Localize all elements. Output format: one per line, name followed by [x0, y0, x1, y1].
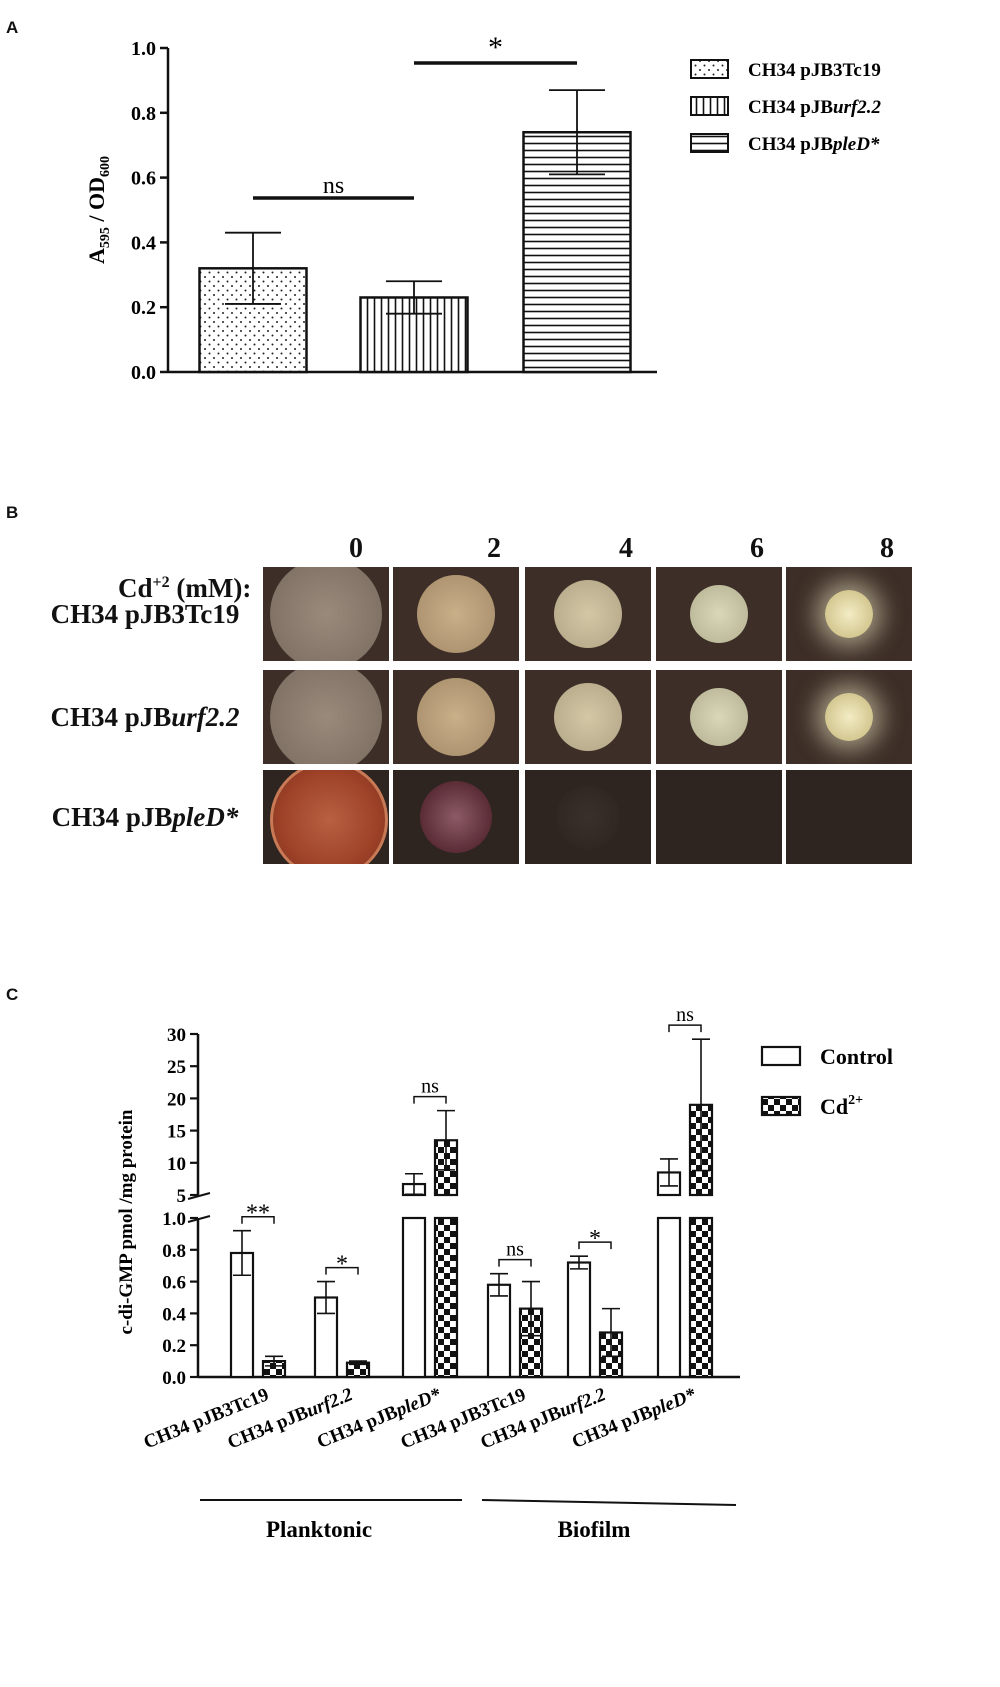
colony-spot-tile [263, 670, 389, 764]
significance-label: ** [246, 1201, 270, 1227]
colony-spot-tile [786, 770, 912, 864]
legend-swatch [690, 133, 729, 153]
colony-spot-tile [525, 567, 651, 661]
chart-c-legend: Control Cd2+ [760, 1044, 893, 1119]
panel-letter-b: B [6, 503, 19, 522]
y-tick-label: 15 [167, 1122, 186, 1143]
significance-label: ns [676, 1004, 694, 1026]
significance-bracket [413, 1095, 447, 1104]
legend-swatch [690, 96, 729, 116]
y-tick-label: 10 [167, 1154, 186, 1175]
chart-a-y-axis-label: A595 / OD600 [84, 156, 113, 264]
y-tick-label: 0.2 [131, 297, 156, 319]
group-label: Planktonic [266, 1517, 372, 1542]
colony-spot-tile [263, 770, 389, 864]
axis-break [187, 1192, 211, 1200]
legend-label: CH34 pJB3Tc19 [748, 60, 881, 81]
significance-bracket [668, 1024, 702, 1033]
colony-spot-tile [393, 770, 519, 864]
y-tick-label: 20 [167, 1089, 186, 1110]
significance-label: * [589, 1226, 601, 1252]
strain-label: CH34 pJBpleD* [51, 802, 239, 832]
legend-swatch [760, 1045, 802, 1067]
colony-spot-tile [656, 567, 782, 661]
significance-label: * [336, 1252, 348, 1278]
significance-bracket [241, 1215, 275, 1224]
colony-spot-tile [786, 567, 912, 661]
panel-letter-c: C [6, 985, 19, 1004]
concentration-label: 0 [349, 533, 363, 564]
bar [198, 267, 308, 374]
legend-label: CH34 pJBurf2.2 [748, 97, 882, 118]
colony-spot-tile [393, 670, 519, 764]
significance-bracket [498, 1258, 532, 1267]
group-label: Biofilm [558, 1517, 631, 1542]
cadmium-concentration-label: Cd+2 (mM): [118, 573, 252, 603]
colony-spot-tile [656, 670, 782, 764]
chart-c-y-axis-label: c-di-GMP pmol /mg protein [116, 1109, 137, 1334]
colony-spot-tile [525, 770, 651, 864]
y-tick-label: 5 [177, 1186, 187, 1207]
legend-label: CH34 pJBpleD* [748, 134, 880, 155]
concentration-label: 6 [750, 533, 764, 564]
concentration-label: 4 [619, 533, 633, 564]
strain-label: CH34 pJBurf2.2 [50, 702, 240, 732]
y-tick-label: 0.0 [162, 1368, 186, 1389]
colony-spot-tile [525, 670, 651, 764]
panel-letter-a: A [6, 18, 19, 37]
legend-label: Control [820, 1044, 893, 1069]
y-tick-label: 25 [167, 1057, 186, 1078]
bar [486, 1283, 512, 1379]
y-tick-label: 0.4 [131, 232, 156, 254]
significance-label: ns [323, 173, 344, 199]
y-tick-label: 0.6 [131, 168, 156, 190]
significance-label: ns [506, 1239, 524, 1261]
y-tick-label: 1.0 [131, 38, 156, 60]
legend-swatch [760, 1095, 802, 1117]
legend-swatch [690, 59, 729, 79]
colony-spot-tile [656, 770, 782, 864]
chart-c-axes: 0.0 0.2 0.4 0.6 0.8 1.05 10 15 20 25 30 [162, 1025, 740, 1389]
bar-lower-segment [656, 1216, 682, 1379]
significance-bracket [325, 1266, 359, 1275]
concentration-label: 8 [880, 533, 894, 564]
chart-a-significance: ns * [253, 31, 577, 200]
y-tick-label: 0.8 [162, 1241, 186, 1262]
colony-spot-tile [393, 567, 519, 661]
strain-label: CH34 pJB3Tc19 [50, 599, 240, 629]
chart-a-legend: CH34 pJB3Tc19 CH34 pJBurf2.2 CH34 pJBpleD* [690, 59, 882, 155]
y-tick-label: 0.2 [162, 1336, 186, 1357]
bar-lower-segment [688, 1216, 714, 1379]
bar-lower-segment [433, 1216, 459, 1379]
significance-label: ns [421, 1076, 439, 1098]
colony-spot-tile [263, 567, 389, 661]
group-line [481, 1499, 737, 1506]
y-tick-label: 30 [167, 1025, 186, 1046]
chart-c-bars [229, 1038, 714, 1379]
chart-c-groups: Planktonic Biofilm [200, 1499, 737, 1542]
bar-lower-segment [401, 1216, 427, 1379]
y-tick-label: 0.6 [162, 1273, 186, 1294]
axis-break [187, 1215, 211, 1223]
y-tick-label: 0.0 [131, 362, 156, 384]
y-tick-label: 1.0 [162, 1209, 186, 1230]
chart-a: 0.00.20.40.60.81.0 ns* CH34 pJB3Tc19CH34… [84, 31, 882, 384]
y-tick-label: 0.4 [162, 1304, 186, 1325]
y-tick-label: 0.8 [131, 103, 156, 125]
significance-label: * [488, 31, 503, 64]
legend-label: Cd2+ [820, 1093, 863, 1119]
significance-bracket [578, 1241, 612, 1250]
concentration-label: 2 [487, 533, 501, 564]
bar [566, 1261, 592, 1379]
colony-spot-tile [786, 670, 912, 764]
chart-a-bars [198, 89, 632, 374]
